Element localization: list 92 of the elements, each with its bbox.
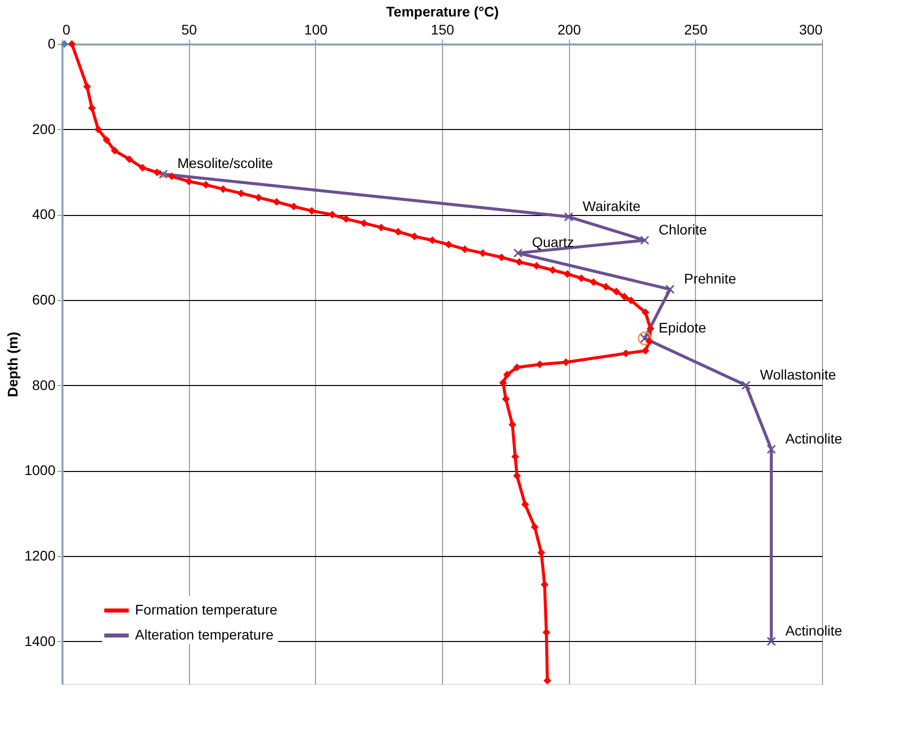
y-tick-label: 0 — [48, 36, 56, 52]
point — [540, 580, 548, 588]
point — [272, 198, 280, 206]
x-axis-title: Temperature (°C) — [386, 4, 499, 20]
point — [153, 168, 161, 176]
point — [612, 288, 620, 296]
point — [88, 104, 96, 112]
point — [168, 172, 176, 180]
point — [428, 236, 436, 244]
point — [513, 364, 521, 372]
point — [83, 82, 91, 91]
y-tick-label: 400 — [32, 206, 56, 222]
annotation: Chlorite — [658, 221, 708, 238]
point — [640, 236, 650, 245]
point — [665, 284, 675, 294]
point — [138, 164, 146, 172]
y-tick-label: 1400 — [24, 632, 56, 649]
point — [622, 349, 630, 358]
point — [511, 452, 520, 460]
point — [499, 378, 507, 387]
point — [532, 262, 540, 270]
point — [185, 178, 193, 186]
annotation: Wairakite — [582, 198, 641, 214]
y-tick-label: 800 — [32, 376, 56, 393]
x-tick-label: 50 — [181, 22, 198, 38]
point — [577, 274, 586, 282]
annotation: Prehnite — [684, 270, 736, 286]
y-tick-label: 200 — [32, 120, 56, 137]
point — [602, 282, 610, 291]
point — [521, 500, 529, 508]
point — [410, 232, 418, 240]
point — [562, 358, 570, 366]
point — [537, 548, 546, 556]
x-tick-label: 200 — [557, 22, 582, 38]
x-tick-label: 100 — [304, 22, 328, 38]
x-tick-label: 250 — [684, 22, 708, 38]
legend-label: Formation temperature — [135, 602, 278, 618]
point — [642, 346, 650, 355]
point — [502, 395, 510, 403]
point — [219, 185, 227, 193]
point — [94, 125, 102, 134]
point — [564, 270, 572, 278]
point — [627, 296, 635, 304]
annotation: Mesolite/scolite — [177, 155, 274, 172]
point — [564, 212, 574, 222]
y-axis-title: Depth (m) — [4, 332, 20, 398]
point — [68, 40, 76, 48]
x-tick-label: 300 — [799, 22, 823, 38]
point — [110, 146, 119, 155]
point — [766, 636, 776, 646]
point — [646, 338, 654, 346]
point — [377, 224, 386, 232]
point — [498, 253, 506, 262]
x-tick-label: 150 — [430, 22, 454, 38]
legend-label: Alteration temperature — [135, 626, 274, 642]
point — [308, 206, 316, 215]
point — [254, 194, 262, 202]
annotation: Actinolite — [785, 430, 842, 446]
y-tick-label: 1200 — [24, 548, 56, 564]
point — [548, 266, 557, 274]
point — [642, 308, 650, 316]
point — [478, 249, 487, 257]
point — [460, 245, 469, 254]
point — [60, 40, 68, 48]
annotation: Wollastonite — [760, 366, 836, 382]
point — [237, 189, 245, 198]
point — [515, 258, 524, 266]
point — [202, 180, 210, 189]
point — [638, 332, 652, 346]
y-tick-label: 1000 — [24, 462, 56, 478]
point — [394, 228, 402, 236]
point — [620, 292, 628, 300]
point — [766, 444, 776, 454]
annotation: Actinolite — [785, 622, 842, 638]
point — [360, 219, 368, 228]
annotation: Epidote — [658, 319, 706, 336]
point — [503, 370, 511, 379]
point — [508, 420, 516, 428]
y-tick-label: 600 — [32, 292, 56, 308]
point — [646, 324, 654, 332]
point — [342, 215, 350, 223]
point — [102, 136, 110, 144]
point — [444, 240, 452, 248]
annotation: Quartz — [532, 234, 574, 250]
point — [126, 155, 134, 164]
point — [590, 278, 598, 286]
point — [741, 380, 751, 390]
point — [530, 523, 539, 531]
point — [328, 210, 336, 219]
point — [513, 248, 523, 258]
x-tick-label: 0 — [62, 22, 70, 38]
point — [290, 202, 298, 210]
